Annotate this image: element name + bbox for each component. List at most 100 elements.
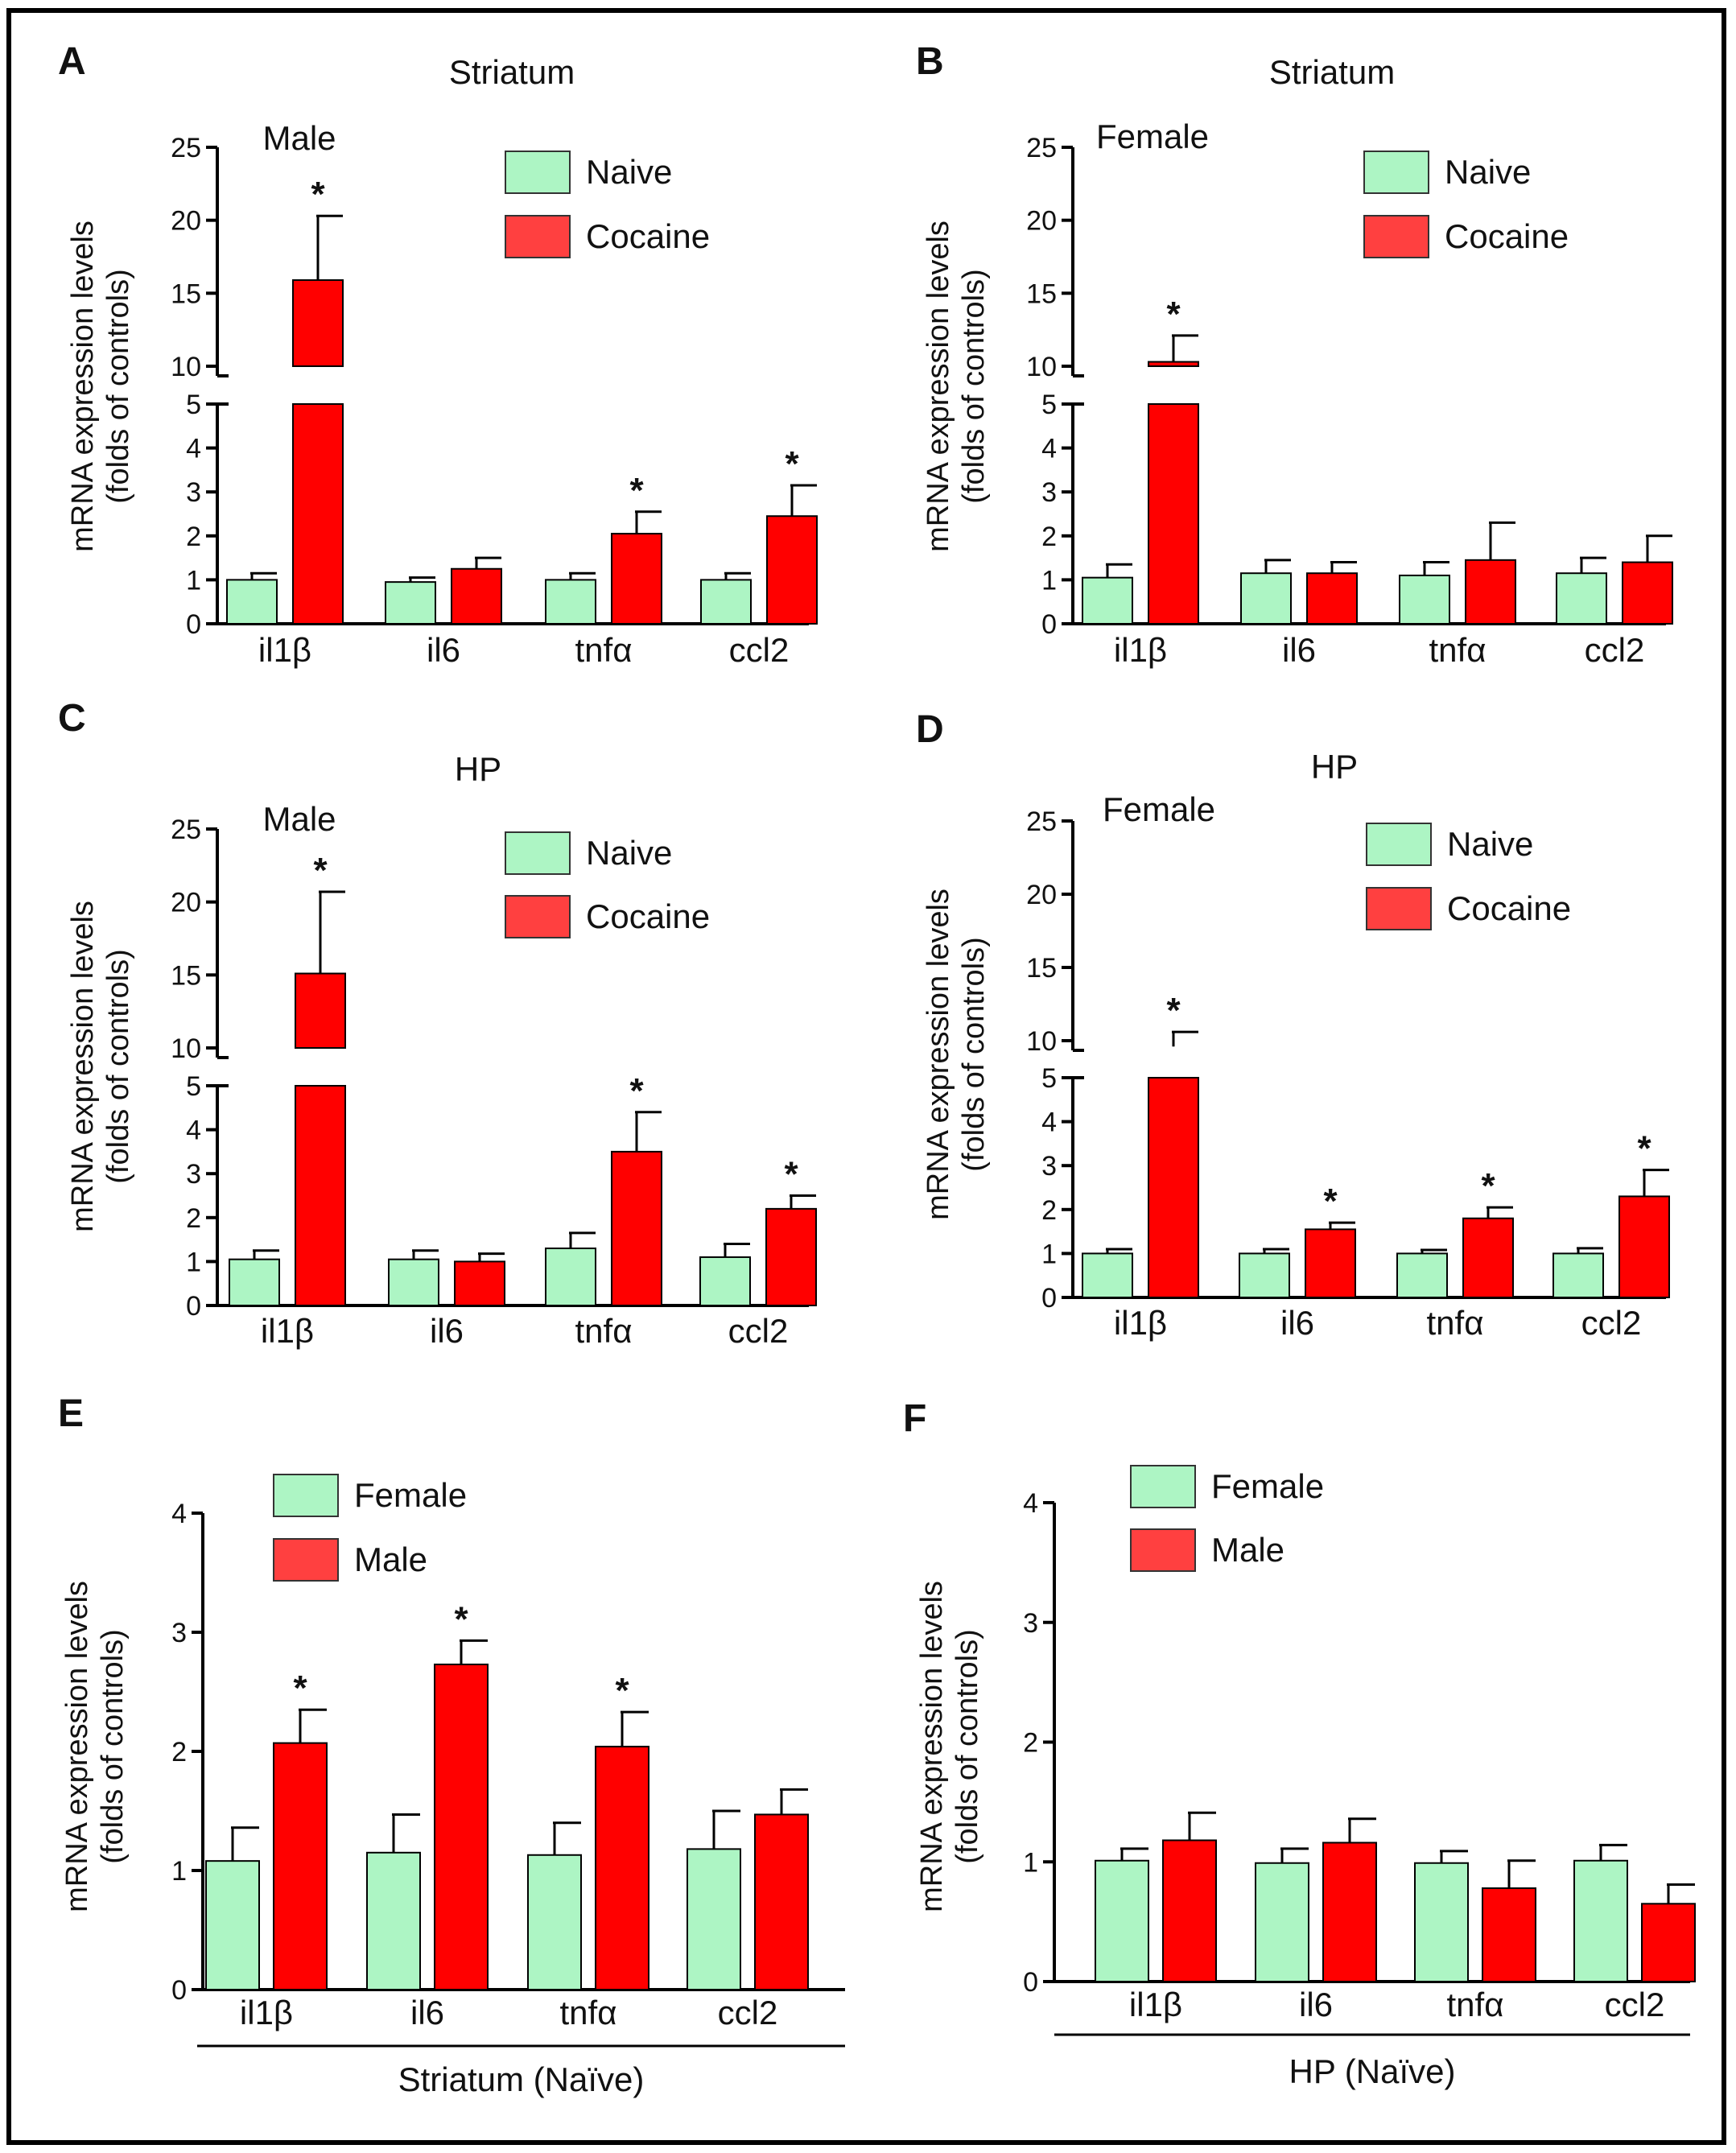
panel-c-bar-cocaine (295, 1085, 346, 1306)
panel-c-ytick-label: 5 (186, 1071, 201, 1102)
panel-f-ytick-label: 0 (1023, 1967, 1038, 1998)
panel-b-bar-naive (1399, 574, 1450, 625)
panel-e-bar-male (273, 1742, 328, 1990)
panel-d-ytick-label: 0 (1041, 1283, 1057, 1314)
panel-d-ytick-label: 15 (1026, 953, 1057, 984)
panel-f-ytick-label: 2 (1023, 1728, 1038, 1759)
panel-c-bar-cocaine (611, 1150, 662, 1307)
panel-c-ytick-label: 15 (171, 960, 201, 991)
panel-d-bar-cocaine (1305, 1228, 1356, 1298)
panel-b-category-label: il6 (1282, 631, 1316, 669)
panel-a-bar-cocaine (451, 567, 502, 625)
panel-a-bar-naive (385, 581, 436, 625)
panel-e-bar-male (595, 1746, 649, 1991)
panel-d-ylabel-line1: mRNA expression levels (922, 889, 955, 1220)
panel-e-bar-male (434, 1663, 489, 1990)
panel-D: D HP Female mRNA expression levels(folds of… (916, 708, 1670, 1342)
panel-d-ytick-label: 20 (1026, 880, 1057, 910)
panel-a-ytick-label: 2 (186, 522, 201, 552)
panel-e-significance-star: * (293, 1668, 307, 1708)
panel-c-ytick-label: 0 (186, 1291, 201, 1322)
panel-e-legend-label-female: Female (354, 1476, 467, 1514)
panel-e-significance-star: * (454, 1599, 468, 1639)
panel-f-ytick-label: 4 (1023, 1488, 1038, 1519)
panel-d-significance-star: * (1637, 1129, 1651, 1169)
panel-e-ytick-label: 3 (171, 1618, 187, 1648)
panel-e-legend: Female Male (273, 1474, 467, 1582)
panel-a-bar-cocaine (766, 515, 818, 625)
panel-b-ytick-label: 2 (1041, 522, 1057, 552)
panel-a-bar-naive (545, 579, 596, 625)
panel-c-bar-cocaine (765, 1207, 817, 1307)
panel-d-subtitle: Female (1103, 790, 1215, 828)
panel-d-category-label: ccl2 (1581, 1304, 1642, 1342)
panel-b-ytick-label: 4 (1041, 434, 1057, 464)
panel-b-ytick-label: 1 (1041, 565, 1057, 596)
panel-d-title: HP (1311, 748, 1358, 786)
panel-a-bar-naive (226, 579, 278, 625)
panel-c-bar-cocaine (454, 1260, 505, 1307)
panel-b-bar-naive (1082, 576, 1133, 625)
figure-frame (6, 8, 1726, 2145)
panel-b-ytick-label: 20 (1026, 206, 1057, 237)
panel-b-ytick-label: 15 (1026, 278, 1057, 309)
panel-a-ytick-label: 4 (186, 434, 201, 464)
panel-a-ylabel-line1: mRNA expression levels (66, 221, 100, 552)
panel-a-category-label: tnfα (575, 631, 633, 669)
panel-b-bar-cocaine (1148, 403, 1199, 625)
panel-d-category-label: il6 (1280, 1304, 1314, 1342)
panel-f-bar-female (1255, 1862, 1309, 1983)
panel-f-ytick-label: 3 (1023, 1608, 1038, 1639)
panel-f-category-label: il6 (1299, 1986, 1333, 2023)
panel-b-label: B (916, 40, 944, 83)
panel-e-ytick-label: 2 (171, 1737, 187, 1767)
panel-c-bar-naive (699, 1256, 751, 1306)
panel-f-bar-male (1322, 1842, 1377, 1982)
panel-f-ylabel-line2: (folds of controls) (950, 1629, 984, 1863)
panel-d-significance-star: * (1166, 991, 1181, 1030)
panel-c-ytick-label: 4 (186, 1116, 201, 1146)
panel-c-ytick-label: 1 (186, 1247, 201, 1277)
panel-d-ytick-label: 1 (1041, 1239, 1057, 1269)
panel-a-legend-label-naive: Naive (586, 153, 672, 191)
panel-f-category-label: il1β (1129, 1986, 1182, 2023)
panel-f-bar-male (1482, 1887, 1536, 1983)
panel-e-legend-label-male: Male (354, 1541, 427, 1578)
panel-d-ylabel-line2: (folds of controls) (957, 937, 991, 1171)
panel-e-legend-swatch-male (273, 1538, 339, 1582)
panel-f-xlabel: HP (Naïve) (1289, 2052, 1456, 2090)
panel-a-bar-cocaine (292, 403, 344, 625)
panel-d-ytick-label: 25 (1026, 806, 1057, 837)
panel-b-title: Striatum (1269, 53, 1395, 91)
panel-d-significance-star: * (1481, 1166, 1495, 1206)
panel-d-bar-naive (1082, 1252, 1133, 1299)
panel-e-bar-male (754, 1813, 809, 1990)
panel-c-legend: Naive Cocaine (505, 831, 710, 938)
panel-d-legend: Naive Cocaine (1366, 823, 1571, 930)
panel-e-ylabel-line2: (folds of controls) (96, 1629, 130, 1863)
panel-e-xlabel: Striatum (Naïve) (398, 2060, 645, 2098)
panel-a-legend-swatch-cocaine (505, 215, 571, 258)
panel-b-subtitle: Female (1096, 118, 1209, 155)
panel-d-bar-naive (1396, 1252, 1448, 1299)
panel-c-legend-swatch-cocaine (505, 895, 571, 938)
panel-b-bar-naive (1556, 572, 1607, 625)
panel-b-legend-swatch-cocaine (1363, 215, 1429, 258)
panel-c-category-label: il1β (261, 1312, 314, 1350)
panel-a-title: Striatum (449, 53, 575, 91)
panel-d-bar-naive (1553, 1252, 1604, 1299)
panel-f-ylabel-line1: mRNA expression levels (915, 1581, 949, 1912)
panel-b-bar-naive (1240, 572, 1292, 625)
panel-b-ylabel-line1: mRNA expression levels (922, 221, 955, 552)
panel-a-category-label: ccl2 (729, 631, 790, 669)
panel-e-category-label: il1β (240, 1994, 293, 2031)
panel-c-ylabel-line1: mRNA expression levels (66, 901, 100, 1232)
panel-b-ytick-label: 5 (1041, 390, 1057, 420)
panel-c-legend-swatch-naive (505, 831, 571, 875)
panel-f-legend-label-male: Male (1211, 1531, 1284, 1569)
panel-d-ytick-label: 4 (1041, 1107, 1057, 1138)
panel-a-ytick-label: 20 (171, 206, 201, 237)
panel-c-category-label: il6 (430, 1312, 464, 1350)
panel-b-ytick-label: 25 (1026, 133, 1057, 163)
